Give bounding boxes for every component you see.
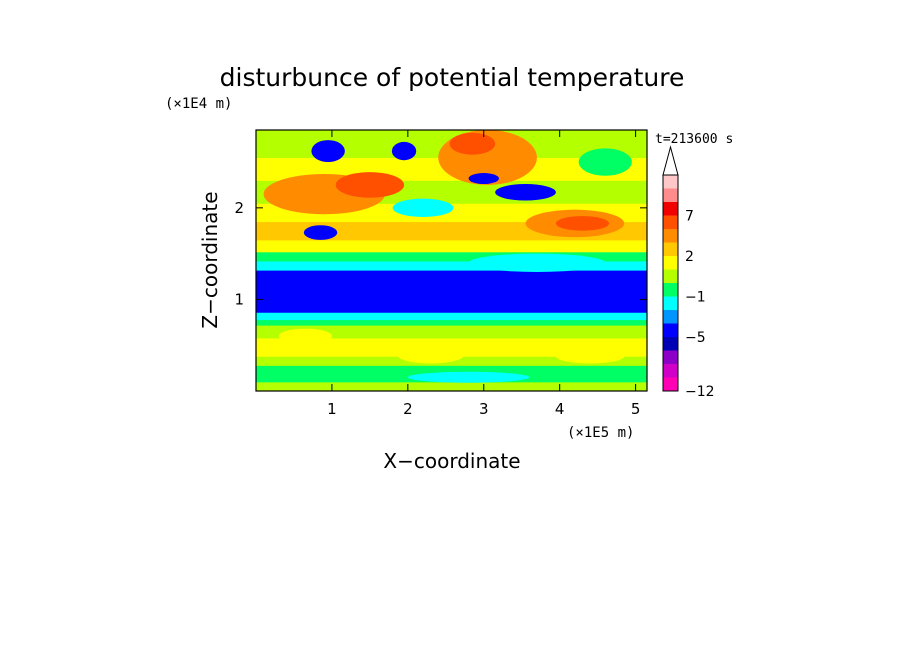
colorbar-swatch: [663, 296, 678, 310]
colorbar-swatch: [663, 202, 678, 216]
contour-feature: [396, 345, 465, 364]
colorbar-swatch: [663, 256, 678, 270]
contour-band: [256, 270, 647, 278]
contour-features: [263, 130, 632, 383]
x-axis-label: X−coordinate: [383, 449, 520, 473]
colorbar: −12−5−127: [662, 145, 715, 400]
y-axis-label: Z−coordinate: [198, 191, 222, 328]
contour-feature: [449, 132, 496, 155]
contour-feature: [578, 148, 632, 176]
y-tick-label: 1: [234, 290, 244, 308]
contour-band: [256, 312, 647, 321]
contour-feature: [391, 141, 417, 161]
x-unit-label: (×1E5 m): [567, 425, 634, 441]
colorbar-swatch: [663, 283, 678, 297]
colorbar-swatch: [663, 377, 678, 391]
colorbar-swatch: [663, 364, 678, 378]
x-tick-label: 3: [479, 400, 489, 418]
colorbar-swatch: [663, 269, 678, 283]
contour-band: [256, 276, 647, 305]
contour-band: [256, 319, 647, 326]
chart-title: disturbunce of potential temperature: [220, 63, 685, 92]
contour-feature: [303, 225, 338, 240]
colorbar-swatch: [663, 188, 678, 202]
contour-feature: [335, 172, 405, 198]
colorbar-label: 7: [685, 209, 694, 225]
colorbar-swatch: [663, 323, 678, 337]
contour-feature: [407, 371, 530, 383]
colorbar-swatch: [663, 229, 678, 243]
colorbar-extend-arrow: [662, 145, 679, 176]
x-axis: 1 2 3 4 5: [327, 130, 640, 418]
colorbar-swatch: [663, 310, 678, 324]
colorbar-swatch: [663, 350, 678, 364]
time-label: t=213600 s: [655, 132, 733, 147]
x-tick-label: 4: [555, 400, 565, 418]
contour-band: [256, 325, 647, 339]
colorbar-label: −12: [685, 384, 715, 400]
colorbar-swatch: [663, 242, 678, 256]
contour-feature: [495, 184, 556, 201]
contour-band: [256, 304, 647, 313]
contour-feature: [468, 173, 499, 185]
y-tick-label: 2: [234, 199, 244, 217]
colorbar-swatch: [663, 215, 678, 229]
colorbar-label: −5: [685, 330, 706, 346]
contour-band: [256, 251, 647, 262]
contour-band: [256, 260, 647, 271]
contour-feature: [392, 198, 454, 217]
colorbar-label: −1: [685, 290, 706, 306]
x-tick-label: 2: [403, 400, 413, 418]
colorbar-swatch: [663, 337, 678, 351]
colorbar-swatch: [663, 175, 678, 189]
plot-area: [256, 130, 647, 391]
y-unit-label: (×1E4 m): [165, 96, 232, 112]
contour-feature: [468, 253, 606, 272]
plot-frame: [255, 129, 648, 392]
contour-feature: [555, 216, 610, 231]
contour-feature: [278, 328, 332, 344]
colorbar-label: 2: [685, 249, 694, 265]
contour-band: [256, 381, 647, 391]
y-axis: 12: [234, 199, 647, 308]
x-tick-label: 5: [631, 400, 641, 418]
contour-band: [256, 239, 647, 253]
contour-feature: [311, 140, 345, 163]
x-tick-label: 1: [327, 400, 337, 418]
contour-feature: [555, 348, 625, 364]
